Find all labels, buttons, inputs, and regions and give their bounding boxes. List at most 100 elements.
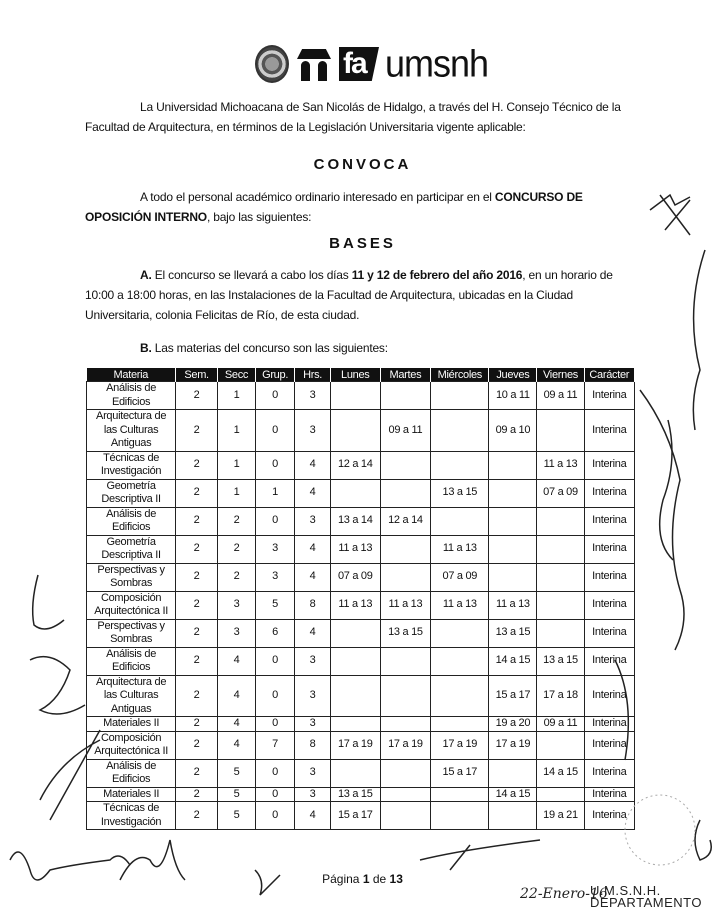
table-cell: 17 a 19 [330, 730, 381, 760]
table-cell: 1 [216, 478, 257, 508]
table-cell: 17 a 18 [536, 674, 585, 717]
table-cell: 3 [294, 646, 331, 676]
table-cell: 13 a 15 [430, 478, 490, 508]
base-a-paragraph: A. El concurso se llevará a cabo los día… [85, 265, 633, 325]
table-cell: 0 [255, 409, 296, 452]
table-cell [536, 590, 585, 620]
convoca-text-end: , bajo las siguientes: [206, 210, 312, 224]
convoca-heading: CONVOCA [313, 156, 412, 173]
table-cell: 1 [216, 409, 257, 452]
table-cell: 3 [255, 562, 296, 592]
column-header: Jueves [488, 368, 538, 382]
table-cell: Interina [583, 646, 636, 676]
table-cell: 2 [175, 562, 218, 592]
table-cell [379, 786, 432, 802]
subject-cell: Técnicas de Investigación [85, 450, 177, 480]
column-header: Carácter [584, 368, 636, 382]
table-cell: Interina [583, 534, 636, 564]
table-cell [536, 562, 585, 592]
convoca-paragraph: A todo el personal académico ordinario i… [85, 187, 633, 227]
table-cell [379, 758, 432, 788]
stamp-line-2: DEPARTAMENTO [590, 895, 702, 910]
table-cell [430, 786, 490, 802]
table-cell: 4 [216, 674, 257, 717]
table-cell: 13 a 14 [330, 506, 381, 536]
table-row: Análisis de Edificios 2 1 0 3 10 a 11 09 a 11 I… [85, 381, 636, 410]
table-cell [536, 409, 585, 452]
table-cell: Interina [583, 730, 636, 760]
table-cell: 11 a 13 [330, 534, 381, 564]
table-row: Composición Arquitectónica II 2 3 5 8 11 a 13… [85, 590, 636, 620]
table-cell [430, 618, 490, 648]
table-row: Perspectivas y Sombras 2 3 6 4 13 a 15 13 a 15… [85, 618, 636, 648]
table-cell [330, 646, 381, 676]
table-cell: 0 [255, 646, 296, 676]
signature-top-right [649, 193, 691, 236]
table-cell [488, 450, 538, 480]
subject-cell: Análisis de Edificios [85, 381, 177, 410]
table-cell [488, 534, 538, 564]
table-cell: 2 [175, 730, 218, 760]
table-cell: 5 [216, 801, 257, 830]
table-cell: 3 [294, 409, 331, 452]
table-cell: 2 [175, 409, 218, 452]
table-cell: Interina [583, 590, 636, 620]
contest-name: CONCURSO DE OPOSICIÓN INTERNO [85, 190, 583, 224]
table-row: Geometría Descriptiva II 2 1 1 4 13 a 15 07 a … [85, 478, 636, 508]
table-cell: Interina [583, 801, 636, 830]
table-cell: Interina [583, 381, 636, 410]
stamp-line-1: U.M.S.N.H. [590, 883, 661, 898]
faculty-logo: fa umsnh [255, 44, 489, 84]
table-cell: 12 a 14 [330, 450, 381, 480]
subject-cell: Geometría Descriptiva II [85, 534, 177, 564]
table-cell: 4 [216, 646, 257, 676]
base-b-paragraph: B. Las materias del concurso son las sig… [85, 338, 633, 358]
table-cell [430, 409, 490, 452]
table-cell: 2 [175, 450, 218, 480]
table-cell: 2 [216, 562, 257, 592]
table-cell: 3 [216, 618, 257, 648]
signature-left-mid [29, 655, 86, 715]
subject-cell: Geometría Descriptiva II [85, 478, 177, 508]
table-cell [379, 534, 432, 564]
table-cell [488, 758, 538, 788]
table-cell: 14 a 15 [488, 786, 538, 802]
table-cell: 17 a 19 [488, 730, 538, 760]
table-cell: 3 [294, 786, 331, 802]
signature-bottom-right [694, 819, 712, 861]
table-cell: 8 [294, 590, 331, 620]
table-row: Composición Arquitectónica II 2 4 7 8 17 a 19… [85, 730, 636, 760]
table-cell [330, 478, 381, 508]
contest-dates: 11 y 12 de febrero del año 2016 [351, 268, 523, 282]
table-cell: 12 a 14 [379, 506, 432, 536]
table-cell: 0 [255, 758, 296, 788]
table-cell [430, 716, 490, 732]
table-cell: 3 [255, 534, 296, 564]
table-cell [379, 801, 432, 830]
table-cell: 0 [255, 381, 296, 410]
table-cell: 15 a 17 [330, 801, 381, 830]
table-cell [379, 450, 432, 480]
table-cell: 4 [294, 562, 331, 592]
table-cell [379, 562, 432, 592]
table-cell: 2 [175, 801, 218, 830]
subject-cell: Materiales II [85, 716, 177, 732]
table-cell: 3 [294, 758, 331, 788]
table-cell [488, 478, 538, 508]
table-cell: 10 a 11 [488, 381, 538, 410]
column-header: Sem. [175, 368, 218, 382]
table-cell [330, 758, 381, 788]
subject-cell: Composición Arquitectónica II [85, 590, 177, 620]
table-cell: 2 [175, 786, 218, 802]
table-row: Perspectivas y Sombras 2 2 3 4 07 a 09 07 a 09… [85, 562, 636, 592]
subject-cell: Arquitectura de las Culturas Antiguas [85, 674, 177, 717]
table-cell: 0 [255, 716, 296, 732]
column-header: Grup. [255, 368, 296, 382]
table-cell: Interina [583, 562, 636, 592]
table-cell [488, 562, 538, 592]
table-row: Geometría Descriptiva II 2 2 3 4 11 a 13 11 a … [85, 534, 636, 564]
subject-cell: Técnicas de Investigación [85, 801, 177, 830]
table-cell [330, 381, 381, 410]
table-cell: Interina [583, 786, 636, 802]
table-cell: Interina [583, 506, 636, 536]
